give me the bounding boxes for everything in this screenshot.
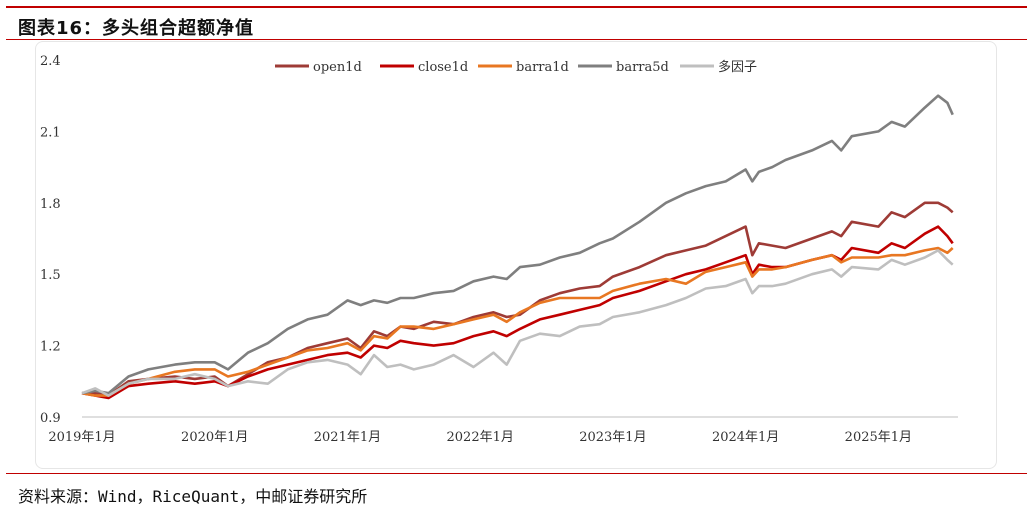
y-tick-label: 2.1 xyxy=(40,125,61,140)
bottom-rule xyxy=(6,473,1027,474)
chart-axes: 0.9 1.2 1.5 1.8 2.1 2.4 2019年1月 2020年1月 2021年1月 2… xyxy=(40,54,958,445)
source-note: 资料来源：Wind，RiceQuant，中邮证券研究所 xyxy=(18,487,368,506)
legend-label: open1d xyxy=(313,60,362,75)
chart-title: 图表16：多头组合超额净值 xyxy=(18,18,255,39)
x-tick-label: 2019年1月 xyxy=(48,430,115,445)
chart-lines xyxy=(81,94,954,400)
x-tick-label: 2021年1月 xyxy=(314,430,381,445)
x-tick-label: 2025年1月 xyxy=(845,430,912,445)
x-tick-label: 2022年1月 xyxy=(447,430,514,445)
y-tick-label: 2.4 xyxy=(40,54,61,69)
series-line-0 xyxy=(82,201,954,397)
y-tick-label: 0.9 xyxy=(40,411,61,426)
series-line-3 xyxy=(81,94,954,395)
legend-label: close1d xyxy=(418,60,468,75)
series-line-2 xyxy=(81,246,954,397)
y-tick-label: 1.5 xyxy=(40,268,61,283)
y-tick-label: 1.2 xyxy=(40,340,61,355)
x-tick-label: 2020年1月 xyxy=(181,430,248,445)
x-tick-label: 2023年1月 xyxy=(579,430,646,445)
legend-label: 多因子 xyxy=(718,59,757,75)
chart-legend: open1d close1d barra1d barra5d 多因子 xyxy=(275,59,757,75)
chart-frame xyxy=(35,41,997,469)
x-tick-label: 2024年1月 xyxy=(712,430,779,445)
y-tick-label: 1.8 xyxy=(40,197,61,212)
legend-label: barra1d xyxy=(516,60,569,75)
series-line-1 xyxy=(81,225,954,400)
title-bar: 图表16：多头组合超额净值 xyxy=(6,6,1027,40)
legend-label: barra5d xyxy=(616,60,669,75)
series-line-4 xyxy=(81,249,954,397)
